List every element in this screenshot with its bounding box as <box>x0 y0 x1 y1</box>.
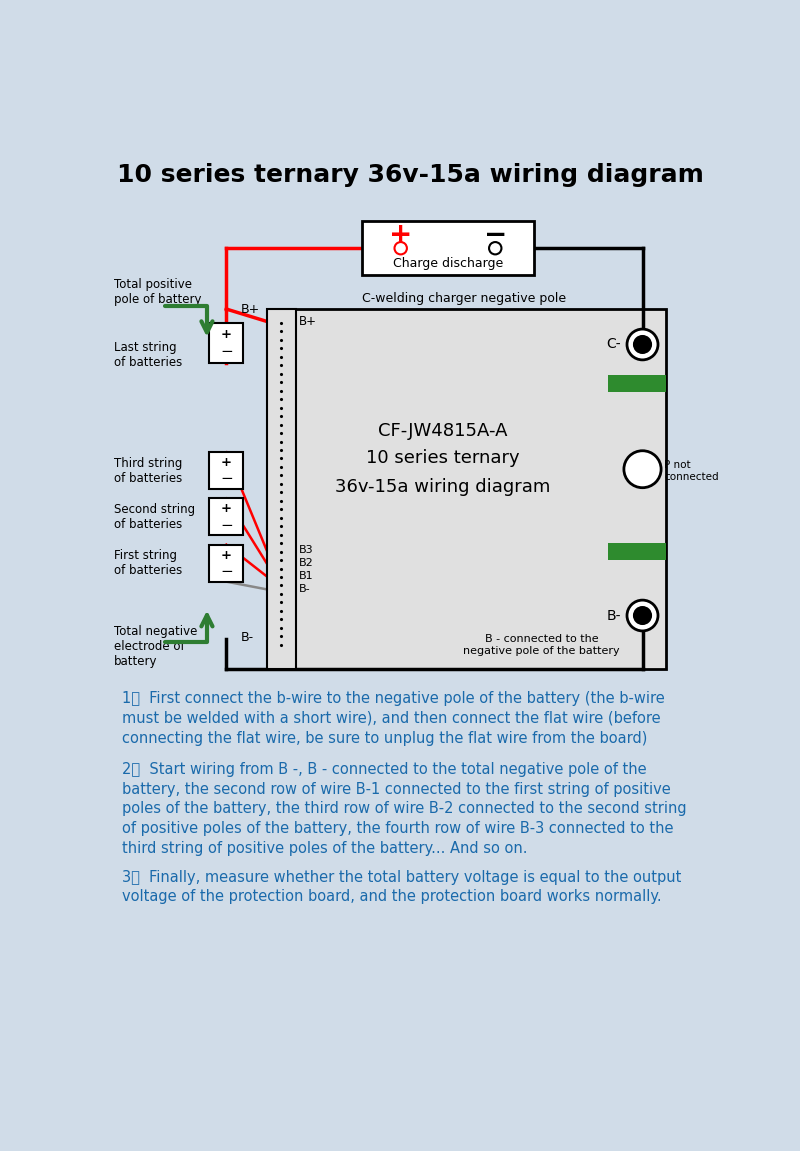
Text: −: − <box>484 221 507 249</box>
Circle shape <box>627 600 658 631</box>
Text: +: + <box>221 328 232 341</box>
Bar <box>608 375 666 392</box>
Text: 36v-15a wiring diagram: 36v-15a wiring diagram <box>335 478 550 496</box>
Text: 10 series ternary 36v-15a wiring diagram: 10 series ternary 36v-15a wiring diagram <box>117 163 703 188</box>
Text: P not: P not <box>664 459 691 470</box>
Bar <box>608 543 666 561</box>
Text: +: + <box>221 456 232 470</box>
Text: B+: B+ <box>241 303 260 315</box>
Circle shape <box>624 451 661 488</box>
Text: B2: B2 <box>299 558 314 569</box>
Bar <box>210 323 243 363</box>
Text: B+: B+ <box>299 315 317 328</box>
Text: 1、  First connect the b-wire to the negative pole of the battery (the b-wire
mus: 1、 First connect the b-wire to the negat… <box>122 691 665 746</box>
Text: C-welding charger negative pole: C-welding charger negative pole <box>362 292 566 305</box>
Text: C-: C- <box>606 337 621 351</box>
Text: +: + <box>221 549 232 562</box>
Text: 10 series ternary: 10 series ternary <box>366 449 520 466</box>
Circle shape <box>489 242 502 254</box>
Text: Last string
of batteries: Last string of batteries <box>114 341 182 369</box>
Text: Charge discharge: Charge discharge <box>393 257 503 270</box>
Circle shape <box>394 242 407 254</box>
Text: B-: B- <box>606 609 621 623</box>
Text: Third string
of batteries: Third string of batteries <box>114 457 182 485</box>
Text: First string
of batteries: First string of batteries <box>114 549 182 577</box>
Text: −: − <box>220 518 233 533</box>
Text: −: − <box>220 564 233 579</box>
Bar <box>210 498 243 535</box>
Bar <box>210 452 243 489</box>
Text: B-: B- <box>241 631 254 643</box>
Circle shape <box>627 329 658 360</box>
Text: −: − <box>220 344 233 359</box>
Circle shape <box>634 336 651 353</box>
Text: −: − <box>220 472 233 487</box>
Text: B1: B1 <box>299 571 314 581</box>
Text: Total negative
electrode of
battery: Total negative electrode of battery <box>114 625 198 668</box>
Text: 3、  Finally, measure whether the total battery voltage is equal to the output
vo: 3、 Finally, measure whether the total ba… <box>122 870 681 905</box>
Text: connected: connected <box>664 472 719 482</box>
Text: B-: B- <box>299 585 310 594</box>
Bar <box>362 221 534 275</box>
Text: +: + <box>221 502 232 516</box>
Text: B - connected to the
negative pole of the battery: B - connected to the negative pole of th… <box>463 634 620 656</box>
Bar <box>266 310 666 670</box>
Text: B3: B3 <box>299 546 314 555</box>
Text: Total positive
pole of battery: Total positive pole of battery <box>114 279 202 306</box>
Bar <box>266 310 296 670</box>
Text: 2、  Start wiring from B -, B - connected to the total negative pole of the
batte: 2、 Start wiring from B -, B - connected … <box>122 762 686 856</box>
Text: Second string
of batteries: Second string of batteries <box>114 503 195 531</box>
Text: +: + <box>389 221 412 249</box>
Text: CF-JW4815A-A: CF-JW4815A-A <box>378 421 508 440</box>
Circle shape <box>634 607 651 624</box>
Bar <box>210 544 243 581</box>
